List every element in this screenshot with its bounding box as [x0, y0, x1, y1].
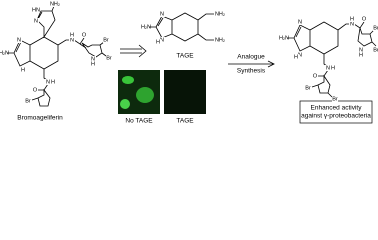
atom-mask	[349, 16, 355, 22]
atom-label: NH₂	[215, 37, 225, 43]
atom-label: O	[33, 87, 38, 93]
atom-label: H	[91, 61, 95, 67]
atom-label: Br	[25, 98, 31, 104]
atom-label: O	[313, 73, 318, 79]
atom-mask	[361, 16, 367, 22]
atom-label: Br	[373, 47, 378, 53]
atom-label: H	[359, 52, 363, 58]
atom-label: H	[350, 16, 354, 22]
biofilm-blob	[122, 76, 134, 84]
open-arrow	[120, 44, 147, 58]
synthesis-arrow	[228, 60, 275, 68]
molecule-name: TAGE	[176, 53, 194, 60]
atom-label: Br	[103, 37, 109, 43]
micrograph-tage	[164, 70, 206, 114]
bromoageliferin-bonds	[6, 5, 107, 107]
atom-mask	[312, 73, 318, 79]
atom-mask	[358, 47, 364, 53]
box-line: Enhanced activity	[311, 105, 363, 112]
atom-mask	[103, 37, 109, 43]
atom-mask	[293, 54, 299, 60]
graphical-abstract: Enhanced activity against γ-proteobacter…	[0, 1, 378, 125]
atom-mask	[69, 32, 75, 38]
molecule-name: Bromoageliferin	[17, 115, 63, 122]
atom-label: Br	[332, 96, 338, 102]
atom-label: N	[46, 79, 50, 85]
atom-mask	[50, 79, 56, 85]
atom-mask	[155, 39, 161, 45]
atom-mask	[159, 37, 165, 43]
arrow-label: Synthesis	[237, 68, 266, 75]
atom-label: N	[91, 56, 95, 62]
atom-label: N	[326, 65, 330, 71]
atom-mask	[217, 11, 223, 17]
atom-label: N	[298, 52, 302, 58]
atom-mask	[20, 67, 26, 73]
atom-label: N	[160, 37, 164, 43]
atom-mask	[33, 18, 39, 24]
atom-label: H	[294, 54, 298, 60]
atom-label: N	[359, 47, 363, 53]
atom-mask	[33, 7, 39, 13]
atom-label: N	[298, 19, 302, 25]
atom-label: NH₂	[215, 11, 225, 17]
atom-label: O	[362, 16, 367, 22]
image-label: TAGE	[176, 118, 194, 125]
atom-mask	[332, 96, 338, 102]
atom-mask	[297, 52, 303, 58]
atom-label: N	[34, 18, 38, 24]
atom-label: N	[17, 37, 21, 43]
atom-mask	[373, 47, 378, 53]
atom-label: HN	[32, 7, 40, 13]
atom-label: Br	[305, 85, 311, 91]
atom-mask	[52, 1, 58, 7]
atom-mask	[90, 56, 96, 62]
atom-mask	[69, 37, 75, 43]
atom-label: H	[331, 65, 335, 71]
atom-label: N	[70, 37, 74, 43]
atom-mask	[106, 55, 112, 61]
atom-mask	[281, 35, 287, 41]
atom-mask	[81, 32, 87, 38]
biofilm-blob	[136, 87, 154, 103]
atom-mask	[90, 61, 96, 67]
tage-bonds	[148, 12, 214, 42]
arrow-label: Analogue	[237, 54, 265, 61]
atom-label: H₂N	[141, 24, 151, 30]
atom-mask	[297, 19, 303, 25]
atom-mask	[330, 65, 336, 71]
atom-mask	[305, 85, 311, 91]
atom-label: H	[70, 32, 74, 38]
atom-mask	[16, 37, 22, 43]
atom-mask	[45, 79, 51, 85]
atom-mask	[325, 65, 331, 71]
atom-mask	[159, 11, 165, 17]
atom-label: O	[82, 32, 87, 38]
product-bonds	[286, 21, 377, 98]
atom-mask	[143, 24, 149, 30]
atom-mask	[217, 37, 223, 43]
atom-label: H₂N	[0, 50, 9, 56]
atom-mask	[349, 21, 355, 27]
atom-label: N	[160, 11, 164, 17]
atom-label: H	[156, 39, 160, 45]
atom-label: NH₂	[50, 1, 60, 7]
box-line: against γ-proteobacteria	[301, 113, 371, 120]
atom-label: N	[350, 21, 354, 27]
atom-mask	[1, 50, 7, 56]
atom-mask	[373, 25, 378, 31]
biofilm-blob	[120, 99, 130, 109]
atom-mask	[32, 87, 38, 93]
atom-label: H	[21, 67, 25, 73]
atom-label: H₂N	[279, 35, 289, 41]
atom-mask	[358, 52, 364, 58]
image-label: No TAGE	[125, 118, 153, 125]
atom-mask	[25, 98, 31, 104]
atom-label: Br	[106, 55, 112, 61]
atom-label: H	[51, 79, 55, 85]
atom-label: Br	[373, 25, 378, 31]
